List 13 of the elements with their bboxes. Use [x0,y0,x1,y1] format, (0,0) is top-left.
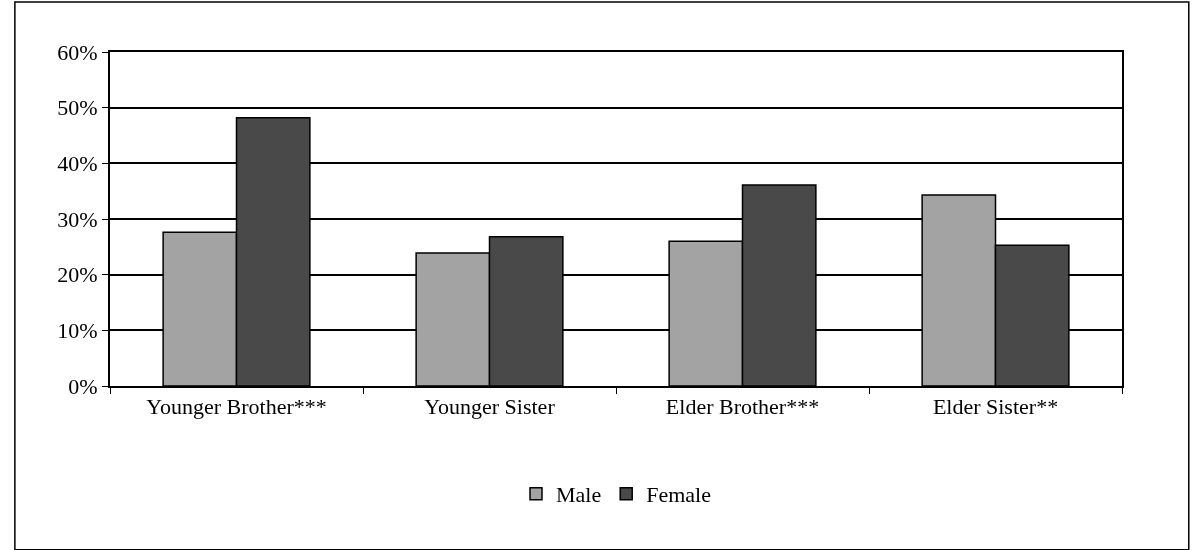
y-tick-label: 30% [57,206,98,232]
x-tick-label: Younger Sister [424,394,556,420]
y-tick-label: 60% [57,39,98,65]
y-tick-label: 0% [68,373,98,399]
y-tick-label: 50% [57,95,98,121]
x-tick-label: Younger Brother*** [146,394,327,420]
legend-label: Male [556,482,602,508]
x-tick-label: Elder Brother*** [665,394,820,420]
x-tick-label: Elder Sister** [932,394,1059,420]
legend-label: Female [646,482,711,508]
y-tick-label: 40% [57,151,98,177]
y-tick-label: 20% [57,262,98,288]
y-tick-label: 10% [57,318,98,344]
